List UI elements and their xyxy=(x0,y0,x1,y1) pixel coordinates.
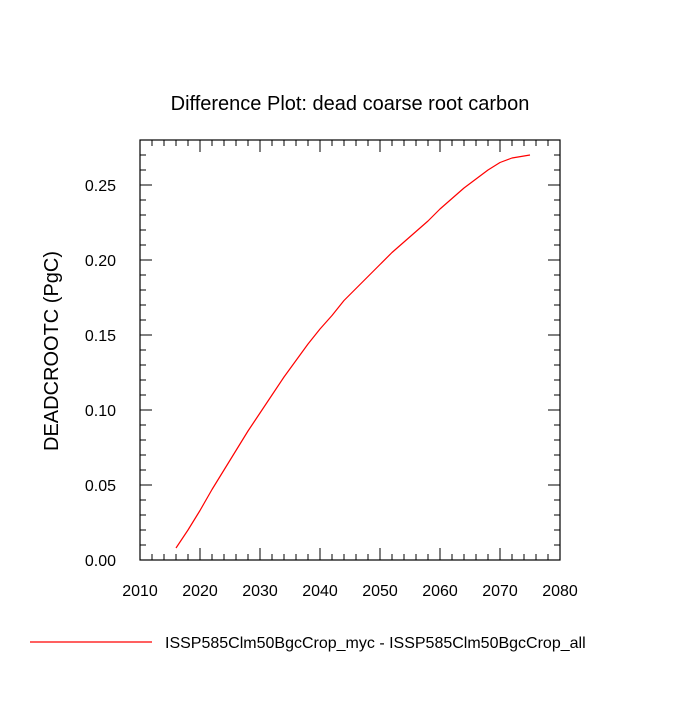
series-line xyxy=(175,154,531,549)
x-tick-label: 2040 xyxy=(302,583,338,600)
x-tick-label: 2030 xyxy=(242,583,278,600)
x-tick-label: 2080 xyxy=(542,583,578,600)
y-tick-label: 0.05 xyxy=(85,478,116,495)
plot-area: 2010 2020 2030 2040 2050 2060 2070 2080 0.00 0.05… xyxy=(85,139,578,600)
legend-label: ISSP585Clm50BgcCrop_myc - ISSP585Clm50Bg… xyxy=(165,635,586,652)
y-tick-label: 0.00 xyxy=(85,553,116,570)
y-tick-label: 0.25 xyxy=(85,178,116,195)
x-tick-label: 2050 xyxy=(362,583,398,600)
x-tick-label: 2020 xyxy=(182,583,218,600)
plot-frame xyxy=(139,139,561,561)
x-tick-label: 2010 xyxy=(122,583,158,600)
y-tick-label: 0.20 xyxy=(85,253,116,270)
y-axis-label: DEADCROOTC (PgC) xyxy=(41,251,63,451)
y-tick-label: 0.10 xyxy=(85,403,116,420)
x-tick-label: 2060 xyxy=(422,583,458,600)
x-tick-label: 2070 xyxy=(482,583,518,600)
y-tick-label: 0.15 xyxy=(85,328,116,345)
legend: ISSP585Clm50BgcCrop_myc - ISSP585Clm50Bg… xyxy=(30,635,586,652)
chart-title: Difference Plot: dead coarse root carbon xyxy=(171,93,530,115)
